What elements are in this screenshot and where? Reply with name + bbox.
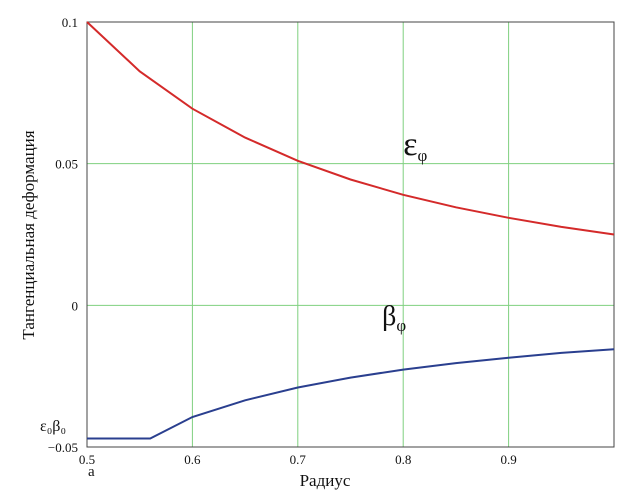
x-tick-label: 0.7 <box>290 452 307 467</box>
x-tick-label: 0.8 <box>395 452 411 467</box>
y-tick-label: 0 <box>72 298 79 313</box>
series-label-0: εφ <box>403 126 427 165</box>
x-tick-label: 0.6 <box>184 452 201 467</box>
series-line-0 <box>86 21 615 236</box>
x-axis-title: Радиус <box>300 471 351 490</box>
grid-lines <box>86 21 614 448</box>
x-tick-label: 0.9 <box>500 452 516 467</box>
y-axis-title: Тангенциальная деформация <box>19 130 38 339</box>
y-tick-label: 0.1 <box>62 15 78 30</box>
series-labels: εφ βφ <box>382 126 427 335</box>
y-tick-label: 0.05 <box>55 157 78 172</box>
x-tick-label: 0.5 <box>79 452 95 467</box>
plot-frame <box>86 21 615 448</box>
tick-labels: 0.5 0.6 0.7 0.8 0.9 0.1 0.05 0 −0.05 <box>48 15 517 467</box>
x-corner-label: a <box>88 464 95 480</box>
y-tick-label: −0.05 <box>48 440 78 455</box>
series-layer <box>86 21 615 440</box>
series-line-1 <box>87 348 615 440</box>
y-corner-label: ε₀β₀ <box>40 418 66 435</box>
series-label-1: βφ <box>382 301 406 335</box>
